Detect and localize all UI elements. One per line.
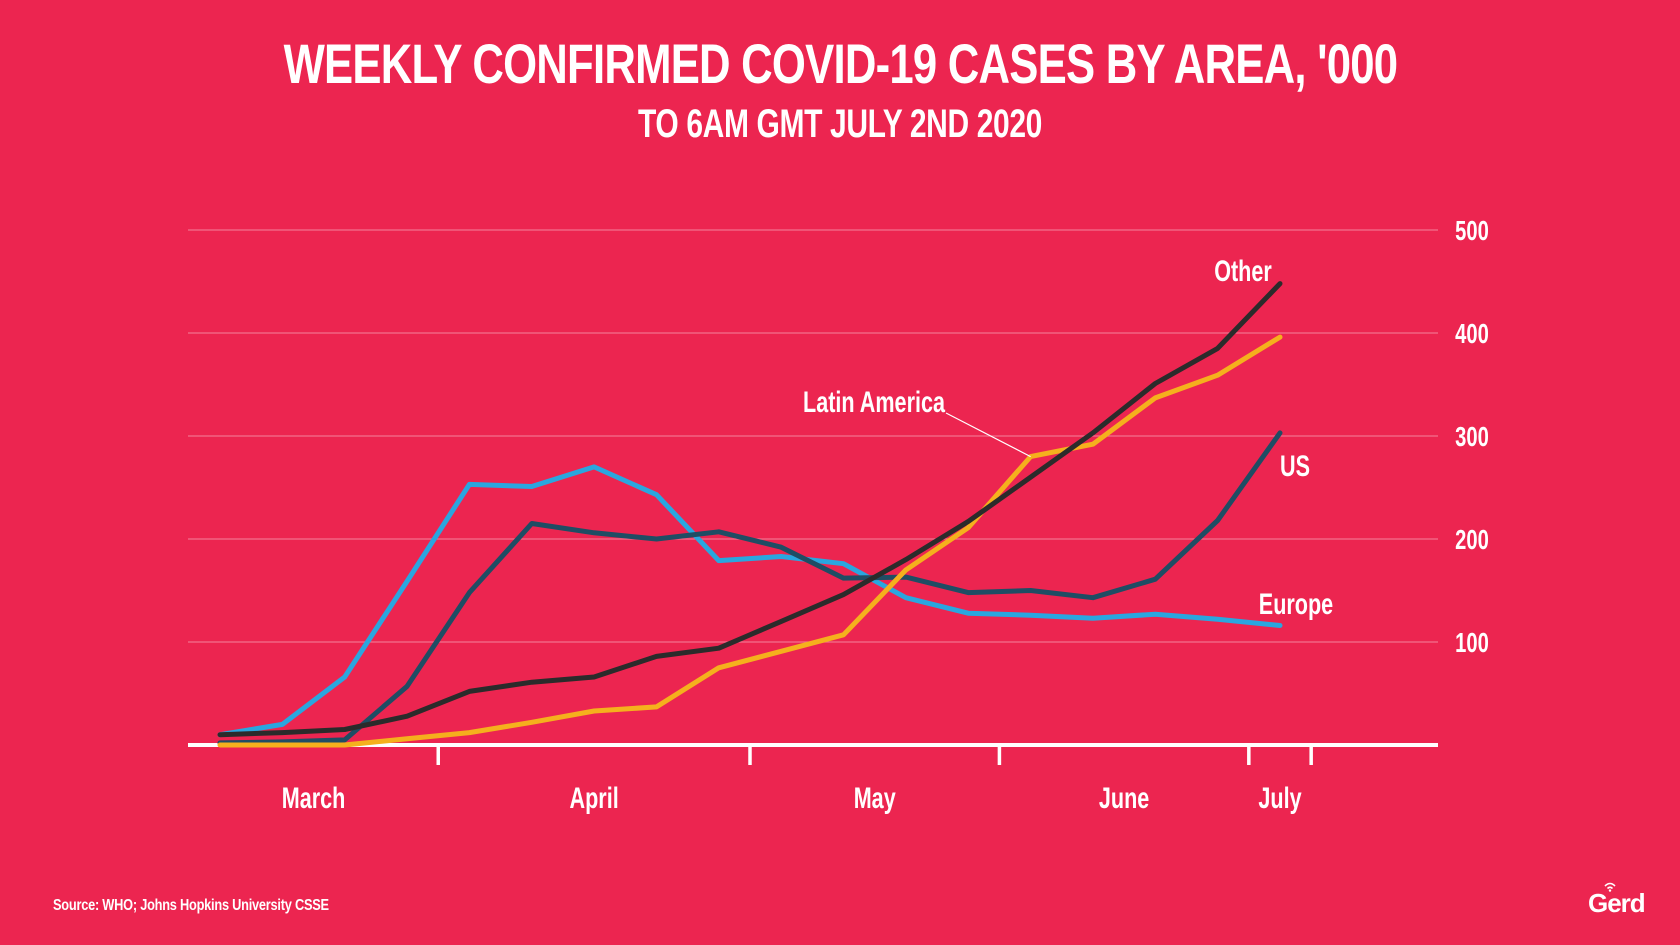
x-month-label-may: May xyxy=(854,780,896,814)
latin-america-leader-line xyxy=(945,412,1031,458)
series-label-us: US xyxy=(1280,448,1310,482)
chart-title: WEEKLY CONFIRMED COVID-19 CASES BY AREA,… xyxy=(283,32,1398,95)
brand-logo: Gerd xyxy=(1588,882,1646,919)
series-line-us xyxy=(217,430,1283,746)
x-month-label-march: March xyxy=(282,780,346,814)
series-line-latin-america xyxy=(217,334,1283,748)
chart-subtitle: TO 6AM GMT JULY 2ND 2020 xyxy=(638,102,1042,146)
source-note: Source: WHO; Johns Hopkins University CS… xyxy=(53,897,329,914)
x-axis xyxy=(188,743,1438,765)
series-line-other xyxy=(217,281,1283,738)
x-month-label-june: June xyxy=(1099,780,1149,814)
series-labels: Europe US Other Latin America xyxy=(803,253,1333,620)
x-axis-labels: March April May June July xyxy=(282,780,1302,814)
brand-logo-text: Gerd xyxy=(1588,888,1646,918)
y-axis-labels: 100 200 300 400 500 xyxy=(1455,216,1489,659)
series-label-latin-america: Latin America xyxy=(803,384,945,418)
series-label-europe: Europe xyxy=(1259,586,1333,620)
y-tick-label: 100 xyxy=(1455,628,1489,659)
y-tick-label: 200 xyxy=(1455,525,1489,556)
wifi-signal-icon xyxy=(1604,882,1616,892)
series-label-other: Other xyxy=(1214,253,1272,287)
x-month-label-july: July xyxy=(1258,780,1302,814)
series-line-europe xyxy=(217,464,1283,738)
y-tick-label: 500 xyxy=(1455,216,1489,247)
x-month-label-april: April xyxy=(570,780,619,814)
series-lines xyxy=(217,281,1283,748)
y-tick-label: 400 xyxy=(1455,319,1489,350)
gridlines xyxy=(188,229,1438,643)
y-tick-label: 300 xyxy=(1455,422,1489,453)
